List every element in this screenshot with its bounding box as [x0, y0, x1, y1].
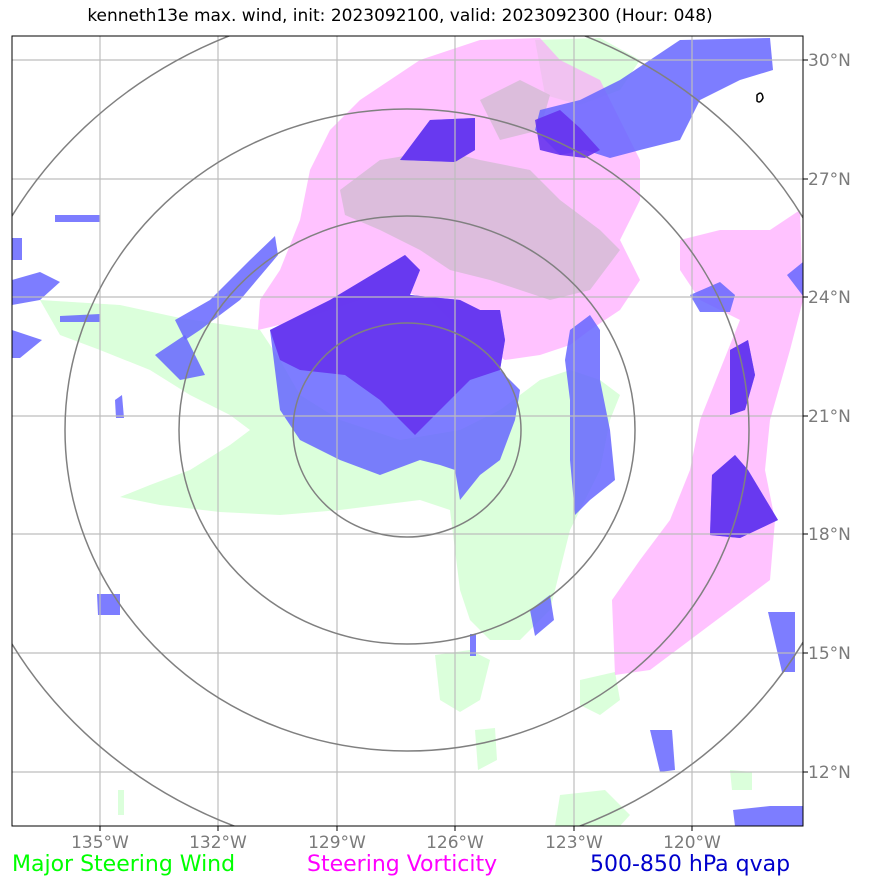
lon-label-120: 120°W	[663, 833, 721, 853]
lat-label-27: 27°N	[808, 170, 851, 190]
lon-label-132: 132°W	[189, 833, 247, 853]
lat-label-15: 15°N	[808, 644, 851, 664]
qvap-vorticity-overlap	[270, 110, 778, 538]
lon-label-135: 135°W	[71, 833, 129, 853]
lat-labels: 30°N 27°N 24°N 21°N 18°N 15°N 12°N	[808, 51, 851, 783]
range-rings	[12, 36, 803, 826]
map-frame	[11, 35, 804, 827]
plot-title: kenneth13e max. wind, init: 2023092100, …	[87, 6, 713, 26]
steering-wind-field	[40, 38, 752, 826]
wind-contour	[756, 92, 764, 103]
lat-label-18: 18°N	[808, 525, 851, 545]
range-ring-3	[64, 108, 750, 752]
lon-labels: 135°W 132°W 129°W 126°W 123°W 120°W	[71, 833, 721, 853]
range-ring-2	[178, 215, 636, 645]
lon-ticks	[99, 826, 693, 831]
legend-steering-wind: Major Steering Wind	[12, 852, 236, 877]
legend-qvap: 500-850 hPa qvap	[590, 852, 791, 877]
lat-label-21: 21°N	[808, 407, 851, 427]
lon-label-123: 123°W	[545, 833, 603, 853]
graticule	[12, 36, 803, 826]
lat-ticks	[803, 59, 808, 773]
lat-label-24: 24°N	[808, 288, 851, 308]
legend-steering-vorticity: Steering Vorticity	[307, 852, 498, 877]
lat-label-30: 30°N	[808, 51, 851, 71]
range-ring-1	[292, 322, 522, 538]
lat-label-12: 12°N	[808, 763, 851, 783]
lon-label-129: 129°W	[308, 833, 366, 853]
lon-label-126: 126°W	[426, 833, 484, 853]
